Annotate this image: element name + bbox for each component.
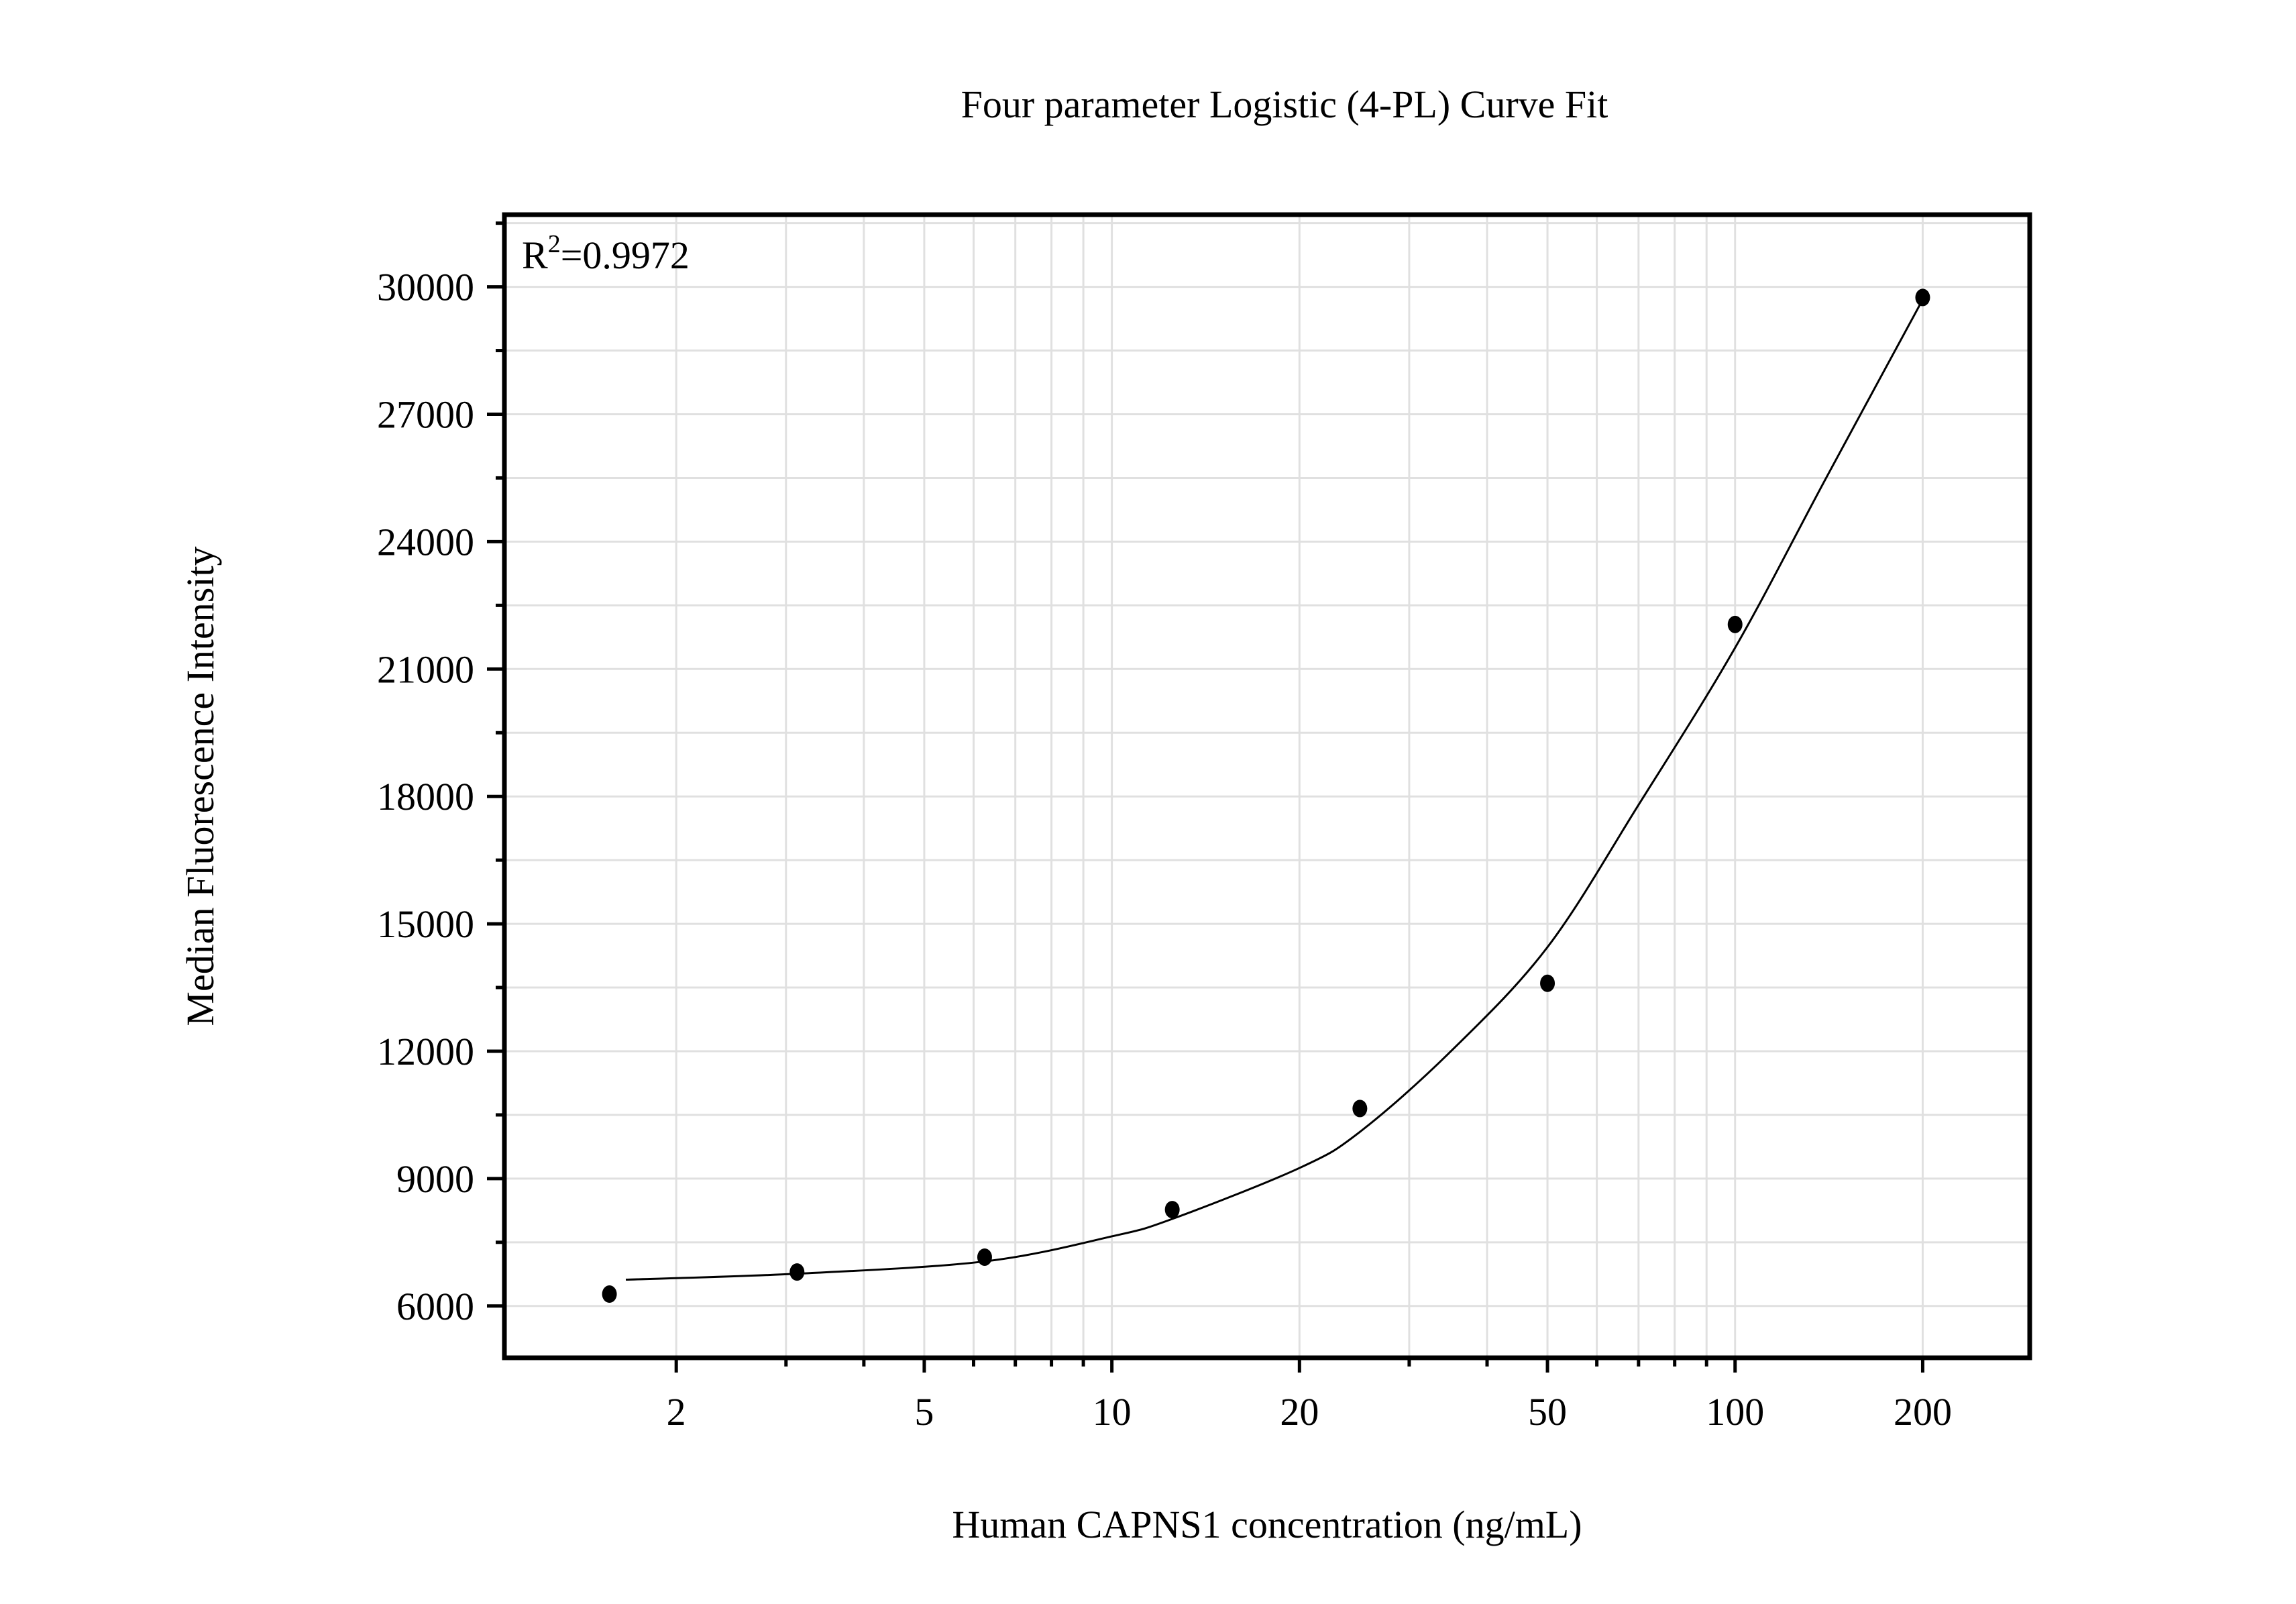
data-point	[1540, 974, 1555, 992]
r-squared-annotation: R2=0.9972	[522, 230, 690, 277]
r-value: =0.9972	[561, 233, 690, 277]
y-tick-label: 18000	[377, 775, 474, 818]
y-tick-label: 27000	[377, 393, 474, 437]
data-point	[602, 1285, 617, 1303]
axis-ticks: 2 5 10 20 50 100 200 6000 9000 12000 15000 18000 210…	[377, 221, 1952, 1434]
plot-frame	[502, 212, 2032, 1360]
x-axis-label: Human CAPNS1 concentration (ng/mL)	[952, 1503, 1582, 1546]
data-point	[1352, 1100, 1368, 1118]
x-tick-label: 5	[914, 1390, 934, 1434]
x-tick-label: 100	[1706, 1390, 1764, 1434]
y-tick-label: 24000	[377, 520, 474, 564]
data-point	[1727, 615, 1743, 633]
y-tick-label: 15000	[377, 902, 474, 946]
x-tick-label: 200	[1894, 1390, 1952, 1434]
chart-title: Four parameter Logistic (4-PL) Curve Fit	[961, 83, 1608, 126]
y-tick-label: 9000	[396, 1157, 474, 1201]
data-point	[1915, 288, 1930, 307]
data-point	[1164, 1201, 1180, 1219]
grid	[504, 215, 2030, 1358]
y-tick-label: 30000	[377, 266, 474, 309]
r-label: R	[522, 233, 548, 277]
x-tick-label: 10	[1093, 1390, 1132, 1434]
y-tick-label: 6000	[396, 1285, 474, 1328]
data-point	[789, 1263, 805, 1281]
data-points-layer	[602, 288, 1930, 1303]
x-tick-label: 2	[667, 1390, 686, 1434]
y-tick-label: 21000	[377, 647, 474, 691]
y-tick-label: 12000	[377, 1030, 474, 1073]
data-point	[977, 1248, 992, 1266]
fit-curve	[625, 299, 1924, 1281]
r-superscript: 2	[548, 230, 561, 258]
y-axis-label: Median Fluorescence Intensity	[178, 546, 222, 1026]
x-tick-label: 20	[1280, 1390, 1319, 1434]
x-tick-label: 50	[1528, 1390, 1567, 1434]
fit-curve-layer	[625, 299, 1924, 1281]
